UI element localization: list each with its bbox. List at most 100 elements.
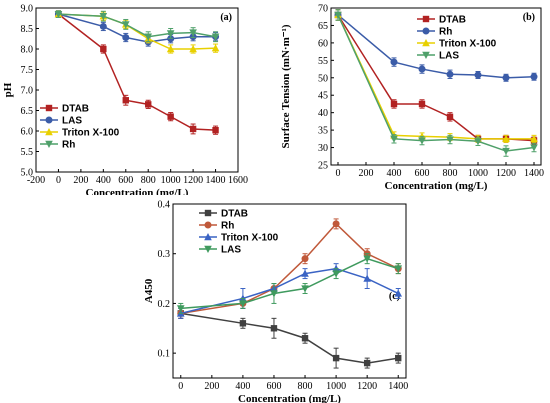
x-tick-label: -200 [27,175,45,186]
x-axis-label: Concentration (mg/L) [385,180,488,192]
data-point [239,300,247,308]
data-point [363,359,371,367]
panel-label: (a) [220,12,232,23]
legend-label: LAS [62,116,82,127]
y-tick-label: 50 [318,73,328,84]
data-point [394,289,403,297]
y-tick-label: 55 [318,56,328,67]
data-point [530,134,538,143]
data-point [99,22,107,30]
x-tick-label: 1200 [183,175,203,186]
panel-label: (c) [389,291,400,302]
legend-label: DTAB [221,209,248,220]
legend-marker [204,233,212,241]
data-point [176,305,185,313]
x-tick-label: 800 [443,168,458,179]
y-tick-label: 0.1 [158,349,171,360]
data-point [390,135,398,143]
data-point [167,113,174,120]
x-tick-label: 1000 [161,175,181,186]
data-point [474,138,482,146]
legend-label: Triton X-100 [62,128,120,139]
y-tick-label: 6.0 [21,127,34,138]
data-point [99,13,108,21]
legend-label: Rh [62,140,75,151]
legend-label: LAS [439,51,459,62]
legend-marker [422,27,430,35]
y-tick-label: 5.5 [21,147,34,158]
data-point [332,270,340,278]
x-tick-label: 1400 [524,168,544,179]
x-tick-label: 1600 [228,175,248,186]
x-tick-label: 1400 [388,381,408,392]
y-tick-label: 9.0 [21,4,34,15]
x-tick-label: 800 [298,381,313,392]
y-tick-label: 0.2 [158,299,171,310]
data-point [332,354,340,362]
data-point [502,134,510,143]
a450-chart: 0 200 400 600 800 1000 1200 1400 0.1 0.2 0.3 0.4 Con… [143,200,408,403]
data-point [502,74,510,82]
x-tick-label: 600 [266,381,281,392]
legend-label: Rh [221,221,234,232]
series-line [337,14,535,79]
x-tick-label: 400 [96,175,111,186]
legend-marker [422,39,430,47]
data-point [446,70,454,78]
data-point [189,45,197,53]
data-point [145,101,152,108]
series-line [180,312,399,364]
x-tick-label: 1400 [206,175,226,186]
data-point [446,136,454,144]
data-point [418,100,426,108]
surface-tension-chart: 0 200 400 600 800 1000 1200 1400 25 30 35 40 45 50 55 6… [280,4,544,193]
data-point [395,354,402,362]
data-point [212,126,219,134]
legend-label: Triton X-100 [439,39,497,50]
x-tick-label: 1000 [468,168,488,179]
x-tick-label: 600 [415,168,430,179]
legend-label: DTAB [62,104,89,115]
y-tick-label: 25 [318,161,328,172]
data-point [211,44,220,52]
legend-marker [422,51,430,59]
x-tick-label: 0 [336,168,341,179]
y-tick-label: 40 [318,108,328,119]
data-point [144,33,153,41]
data-point [530,73,538,81]
x-tick-label: 1200 [496,168,516,179]
y-tick-label: 0.4 [158,200,171,211]
series-las [54,10,220,47]
data-point [166,45,175,53]
y-axis-label: A450 [143,278,155,303]
data-point [100,45,107,53]
series-line [180,257,399,310]
legend-marker [45,104,53,112]
data-point [363,255,371,263]
y-tick-label: 45 [318,91,328,102]
data-point [418,65,426,73]
y-tick-label: 30 [318,143,328,154]
legend-label: Triton X-100 [221,233,279,244]
series-las [334,9,538,157]
series-dtab [177,307,402,369]
data-point [530,144,538,152]
y-axis-label: Surface Tension (mN·m⁻¹) [280,24,292,148]
data-point [301,255,309,263]
data-point [54,10,63,19]
data-point [474,71,482,79]
y-tick-label: 0.3 [158,249,171,260]
data-point [239,320,247,327]
y-tick-label: 35 [318,126,328,137]
y-tick-label: 5.0 [21,168,34,179]
x-tick-label: 200 [359,168,374,179]
y-tick-label: 70 [318,4,328,15]
legend-label: LAS [221,245,241,256]
x-tick-label: 0 [178,381,183,392]
series-rh [334,9,538,82]
x-tick-label: 1200 [357,381,377,392]
data-point [121,21,130,29]
data-point [122,97,129,104]
legend-label: Rh [439,27,452,38]
